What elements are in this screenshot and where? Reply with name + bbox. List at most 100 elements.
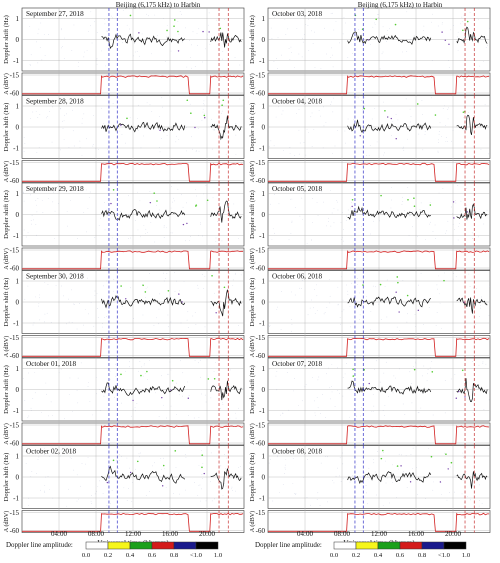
noise-point: [438, 192, 440, 194]
noise-point: [478, 364, 480, 366]
noise-point: [77, 377, 79, 379]
noise-point: [390, 299, 391, 300]
noise-point: [458, 223, 460, 224]
noise-point: [404, 210, 405, 212]
noise-point: [63, 295, 64, 297]
noise-point: [96, 393, 97, 395]
noise-point: [361, 100, 363, 101]
noise-point: [149, 191, 151, 192]
doppler-scatter-point: [177, 30, 179, 33]
noise-point: [316, 295, 318, 297]
noise-point: [105, 38, 107, 40]
noise-point: [48, 34, 49, 35]
noise-point: [31, 223, 33, 225]
noise-point: [422, 375, 423, 377]
noise-point: [314, 67, 316, 68]
noise-point: [95, 148, 97, 150]
doppler-scatter-point: [162, 464, 165, 467]
noise-point: [290, 46, 292, 48]
noise-point: [86, 49, 88, 51]
noise-point: [342, 33, 344, 35]
noise-point: [163, 404, 164, 406]
noise-point: [291, 222, 293, 223]
amplitude-tick-label: -15: [10, 159, 20, 167]
noise-point: [294, 493, 295, 494]
noise-point: [465, 470, 467, 472]
noise-point: [385, 361, 387, 363]
noise-point: [302, 476, 304, 478]
doppler-scatter-point: [382, 449, 384, 452]
noise-point: [105, 214, 107, 215]
noise-point: [316, 397, 318, 398]
doppler-scatter-point: [215, 312, 217, 314]
noise-point: [463, 369, 465, 370]
noise-point: [83, 56, 85, 58]
noise-point: [288, 409, 290, 411]
noise-point: [113, 290, 114, 292]
noise-point: [336, 200, 338, 201]
amplitude-trace: [268, 512, 490, 532]
noise-point: [99, 217, 101, 219]
noise-point: [416, 467, 417, 468]
noise-point: [203, 103, 205, 105]
amplitude-tick-label: -15: [256, 421, 266, 429]
noise-point: [342, 240, 344, 242]
noise-point: [24, 143, 26, 144]
noise-point: [163, 131, 165, 133]
noise-point: [307, 459, 308, 460]
noise-point: [428, 307, 430, 308]
noise-point: [173, 493, 174, 495]
doppler-scatter-point: [142, 284, 144, 287]
noise-point: [203, 193, 205, 195]
doppler-scatter-point: [222, 99, 225, 102]
noise-point: [398, 453, 400, 455]
noise-point: [328, 217, 329, 219]
noise-point: [190, 57, 191, 58]
noise-point: [194, 360, 196, 361]
noise-point: [372, 285, 374, 287]
noise-point: [182, 372, 184, 374]
noise-point: [290, 198, 291, 200]
noise-point: [30, 118, 31, 120]
doppler-scatter-point: [223, 286, 226, 289]
noise-point: [234, 274, 236, 275]
noise-point: [145, 228, 147, 230]
noise-point: [213, 292, 215, 294]
noise-point: [335, 21, 337, 22]
noise-point: [395, 114, 397, 115]
amplitude-tick-label: -60: [10, 439, 20, 447]
noise-point: [30, 476, 32, 478]
noise-point: [336, 201, 338, 203]
noise-point: [72, 109, 73, 111]
amplitude-tick-label: -15: [256, 246, 266, 254]
noise-point: [384, 404, 386, 406]
noise-point: [294, 206, 296, 208]
noise-point: [415, 326, 417, 327]
doppler-trace: [101, 465, 186, 484]
noise-point: [213, 371, 215, 372]
noise-point: [377, 14, 378, 16]
noise-point: [104, 202, 105, 203]
noise-point: [369, 145, 371, 146]
noise-point: [380, 319, 382, 320]
noise-point: [107, 302, 109, 304]
doppler-tick-label: 1: [262, 190, 266, 198]
noise-point: [435, 325, 437, 327]
noise-point: [392, 482, 394, 483]
noise-point: [395, 497, 397, 498]
noise-point: [232, 285, 234, 286]
noise-point: [337, 209, 339, 211]
noise-point: [231, 486, 233, 488]
noise-point: [107, 148, 108, 150]
noise-point: [307, 314, 309, 316]
noise-point: [224, 19, 226, 20]
noise-point: [444, 412, 446, 414]
noise-point: [175, 135, 177, 137]
noise-point: [99, 480, 100, 482]
doppler-scatter-point: [390, 117, 392, 120]
noise-point: [455, 202, 457, 204]
noise-point: [22, 378, 24, 380]
noise-point: [163, 18, 164, 20]
noise-point: [179, 11, 181, 12]
noise-point: [312, 222, 313, 223]
